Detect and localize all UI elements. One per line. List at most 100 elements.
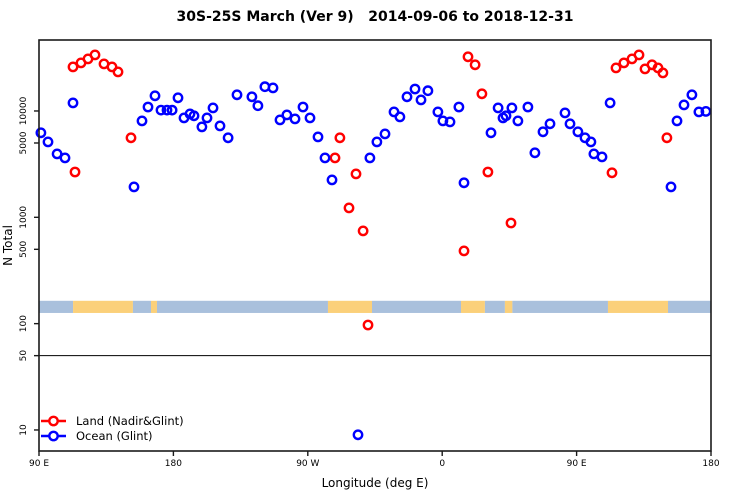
ocean-data-point	[51, 148, 63, 160]
y-axis-title: N Total	[1, 225, 15, 266]
land-data-point	[357, 225, 369, 237]
y-tick-label: 100	[19, 315, 29, 332]
ocean-data-point	[352, 429, 364, 441]
ocean-data-point	[572, 126, 584, 138]
ocean-data-point	[246, 91, 258, 103]
ocean-data-point	[512, 115, 524, 127]
surface-band-water-segment	[39, 300, 74, 313]
land-data-point	[329, 152, 341, 164]
land-data-point	[633, 49, 645, 61]
ocean-data-point	[149, 90, 161, 102]
y-tick-label: 10	[19, 424, 29, 436]
land-data-point	[112, 66, 124, 78]
ocean-data-point	[289, 113, 301, 125]
ocean-data-point	[188, 110, 200, 122]
land-data-point	[610, 62, 622, 74]
ocean-data-point	[196, 121, 208, 133]
ocean-data-point	[281, 109, 293, 121]
ocean-data-point	[172, 92, 184, 104]
land-data-point	[362, 319, 374, 331]
ocean-data-point	[432, 106, 444, 118]
surface-band-land-segment	[461, 300, 485, 313]
land-data-point	[618, 57, 630, 69]
ocean-data-point	[201, 112, 213, 124]
x-tick-label: 90 W	[296, 459, 319, 469]
ocean-data-point	[453, 101, 465, 113]
ocean-data-point	[522, 101, 534, 113]
ocean-data-point	[35, 127, 47, 139]
surface-band-land-segment	[504, 300, 513, 313]
ocean-data-point	[665, 181, 677, 193]
land-data-point	[350, 168, 362, 180]
legend-marker-land	[48, 415, 59, 427]
surface-band-water-segment	[667, 300, 711, 313]
ocean-data-point	[564, 118, 576, 130]
ocean-data-point	[492, 102, 504, 114]
ocean-points-group	[35, 81, 712, 441]
ocean-data-point	[485, 127, 497, 139]
ocean-data-point	[529, 147, 541, 159]
ocean-data-point	[312, 131, 324, 143]
ocean-data-point	[678, 99, 690, 111]
ocean-data-point	[67, 97, 79, 109]
x-axis-title: Longitude (deg E)	[321, 476, 429, 490]
ocean-data-point	[537, 126, 549, 138]
ocean-data-point	[136, 115, 148, 127]
land-data-point	[125, 132, 137, 144]
ocean-data-point	[401, 91, 413, 103]
ocean-data-point	[686, 89, 698, 101]
surface-band-water-segment	[132, 300, 151, 313]
x-tick-label: 180	[702, 459, 719, 469]
surface-band-water-segment	[512, 300, 608, 313]
ocean-data-point	[274, 114, 286, 126]
x-tick-label: 90 E	[567, 459, 587, 469]
land-data-point	[89, 49, 101, 61]
ocean-data-point	[326, 174, 338, 186]
land-data-point	[69, 166, 81, 178]
ocean-data-point	[142, 101, 154, 113]
surface-band-water-segment	[484, 300, 505, 313]
y-tick-label: 1000	[19, 206, 29, 229]
ocean-data-point	[267, 82, 279, 94]
legend-label-ocean: Ocean (Glint)	[76, 429, 153, 443]
ocean-data-point	[700, 106, 712, 117]
y-tick-label: 5000	[19, 131, 29, 154]
ocean-data-point	[371, 136, 383, 148]
ocean-data-point	[422, 85, 434, 97]
land-data-point	[505, 217, 517, 229]
legend-marker-ocean	[48, 430, 59, 442]
land-data-point	[334, 132, 346, 144]
legend-label-land: Land (Nadir&Glint)	[76, 414, 184, 428]
ocean-data-point	[444, 116, 456, 128]
ocean-data-point	[604, 97, 616, 109]
ocean-data-point	[379, 128, 391, 140]
y-tick-label: 10000	[19, 96, 29, 125]
ocean-data-point	[59, 152, 71, 164]
ocean-data-point	[693, 106, 705, 118]
plot-border	[38, 39, 712, 452]
ocean-data-point	[559, 107, 571, 119]
land-data-point	[462, 51, 474, 63]
y-tick-label: 500	[19, 240, 29, 257]
surface-band-water-segment	[372, 300, 462, 313]
surface-band-land-segment	[73, 300, 133, 313]
surface-band-water-segment	[156, 300, 328, 313]
ocean-data-point	[596, 151, 608, 163]
ocean-data-point	[252, 100, 264, 112]
land-data-point	[343, 202, 355, 214]
ocean-data-point	[155, 104, 167, 116]
surface-band-land-segment	[151, 300, 157, 313]
land-data-point	[458, 245, 470, 257]
ocean-data-point	[161, 104, 173, 116]
ocean-data-point	[231, 89, 243, 101]
surface-band-land-segment	[607, 300, 668, 313]
ocean-data-point	[671, 115, 683, 127]
land-data-point	[476, 88, 488, 100]
ocean-data-point	[214, 120, 226, 132]
land-data-point	[606, 167, 618, 179]
surface-band-land-segment	[327, 300, 373, 313]
ocean-data-point	[415, 94, 427, 106]
ocean-data-point	[128, 181, 140, 193]
